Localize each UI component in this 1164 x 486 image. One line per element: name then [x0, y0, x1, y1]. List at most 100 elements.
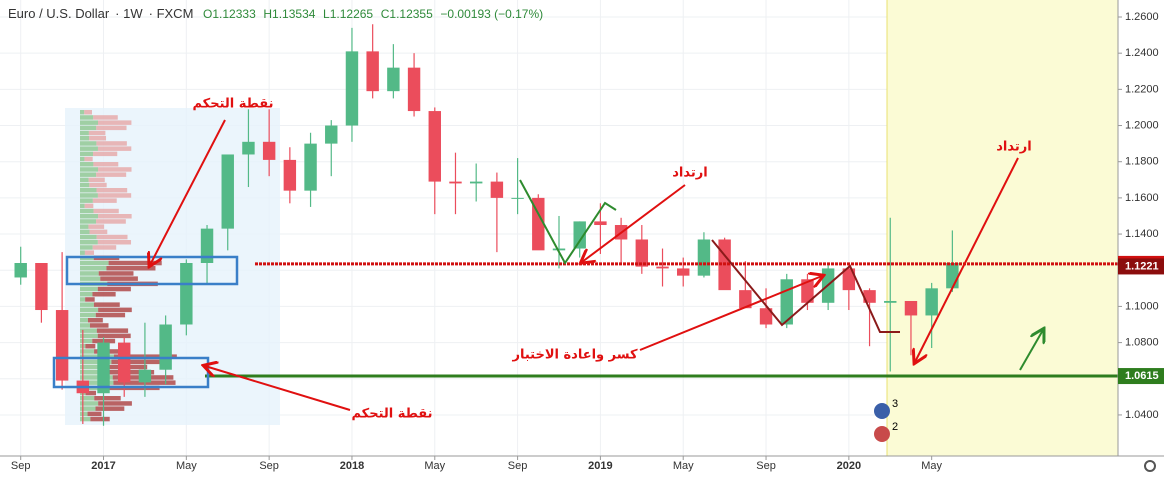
volume-profile-bar [80, 198, 93, 203]
volume-profile-bar [80, 302, 94, 307]
volume-profile-bar [95, 406, 125, 411]
volume-profile-bar [80, 359, 112, 365]
symbol: Euro / U.S. Dollar [8, 6, 110, 21]
volume-profile-bar [80, 146, 98, 151]
volume-profile-bar [80, 260, 109, 266]
candle-body [55, 310, 69, 381]
x-tick-label: May [921, 460, 942, 472]
candle-body [739, 290, 752, 309]
candle-body [759, 308, 773, 325]
volume-profile-bar [85, 344, 96, 349]
volume-profile-bar [80, 250, 85, 255]
volume-profile-bar [93, 302, 120, 307]
event-icon[interactable] [874, 403, 890, 419]
candle-body [842, 268, 856, 291]
price-badge-label: 1.1221 [1125, 260, 1159, 272]
change: −0.00193 (−0.17%) [440, 7, 544, 21]
candle-body [262, 141, 276, 160]
ohlc-low: L1.12265 [323, 7, 374, 21]
candle-body [97, 342, 110, 394]
volume-profile-bar [80, 167, 99, 172]
volume-profile-bar [88, 130, 106, 136]
x-tick-label: 2018 [340, 460, 364, 472]
volume-profile-bar [93, 162, 119, 167]
candle-body [511, 197, 524, 199]
volume-profile-bar [98, 214, 132, 219]
volume-profile-bar [89, 323, 109, 328]
candle-body [449, 181, 462, 184]
annotation: ارتداد [996, 140, 1031, 155]
event-icon[interactable] [874, 426, 890, 442]
source: FXCM [156, 6, 194, 21]
candle-body [200, 228, 214, 264]
candle-body [221, 154, 234, 229]
x-tick-label: 2017 [91, 460, 115, 472]
volume-profile-bar [80, 266, 107, 271]
candle-body [366, 51, 379, 92]
candle-body [573, 221, 586, 249]
volume-profile-bar [80, 401, 99, 406]
volume-profile-bar [80, 380, 114, 385]
volume-profile-bar [96, 328, 129, 333]
y-tick-label: 1.1400 [1125, 228, 1159, 240]
volume-profile-bar [92, 292, 116, 297]
volume-profile-bar [84, 110, 92, 115]
volume-profile-bar [80, 406, 96, 411]
x-tick-label: Sep [756, 460, 776, 472]
volume-profile-bar [94, 396, 121, 401]
volume-profile-bar [90, 416, 110, 422]
x-tick-label: May [176, 460, 197, 472]
volume-profile-bar [98, 307, 132, 313]
candle-body [656, 266, 669, 269]
volume-profile-bar [80, 292, 93, 297]
candle-body [904, 300, 918, 316]
volume-profile-bar [100, 276, 138, 281]
y-tick-label: 1.2000 [1125, 119, 1159, 131]
candle-body [138, 369, 152, 383]
candle-body [428, 111, 441, 182]
volume-profile-bar [80, 136, 90, 141]
y-tick-label: 1.1600 [1125, 192, 1159, 204]
candle-body [532, 197, 545, 251]
volume-profile-bar [80, 375, 113, 380]
volume-profile-bar [80, 219, 97, 224]
y-tick-label: 1.1800 [1125, 156, 1159, 168]
candle-body [594, 221, 607, 226]
x-tick-label: Sep [259, 460, 279, 472]
volume-profile-bar [84, 156, 93, 162]
volume-profile-bar [98, 167, 132, 172]
volume-profile-bar [80, 245, 93, 250]
volume-profile-bar [98, 401, 132, 406]
volume-profile-bar [96, 141, 127, 146]
volume-profile-bar [80, 188, 97, 193]
event-count: 2 [892, 421, 898, 433]
settings-icon[interactable] [1144, 460, 1156, 472]
candle-body [325, 125, 338, 144]
volume-profile-bar [80, 271, 99, 276]
volume-profile-bar [97, 193, 132, 198]
ohlc-open: O1.12333 [203, 7, 256, 21]
y-tick-label: 1.0800 [1125, 336, 1159, 348]
annotation: كسر واعادة الاختبار [511, 348, 637, 363]
volume-profile-bar [80, 229, 90, 235]
volume-profile-bar [98, 271, 134, 276]
volume-profile-bar [97, 333, 131, 339]
volume-profile-bar [80, 151, 94, 157]
volume-profile-bar [96, 234, 128, 240]
candle-body [863, 290, 876, 303]
volume-profile-bar [93, 208, 119, 214]
candle-body [35, 263, 48, 311]
zigzag [519, 179, 617, 265]
volume-profile-bar [80, 141, 97, 146]
candle-body [946, 263, 959, 289]
candle-body [925, 288, 938, 316]
volume-profile-bar [85, 390, 97, 396]
volume-profile-bar [80, 411, 88, 417]
candle-body [407, 67, 421, 112]
volume-profile-bar [97, 240, 132, 245]
zigzag [711, 239, 900, 333]
volume-profile-bar [80, 177, 89, 183]
candle-body [697, 239, 711, 276]
volume-profile-bar [84, 203, 94, 209]
